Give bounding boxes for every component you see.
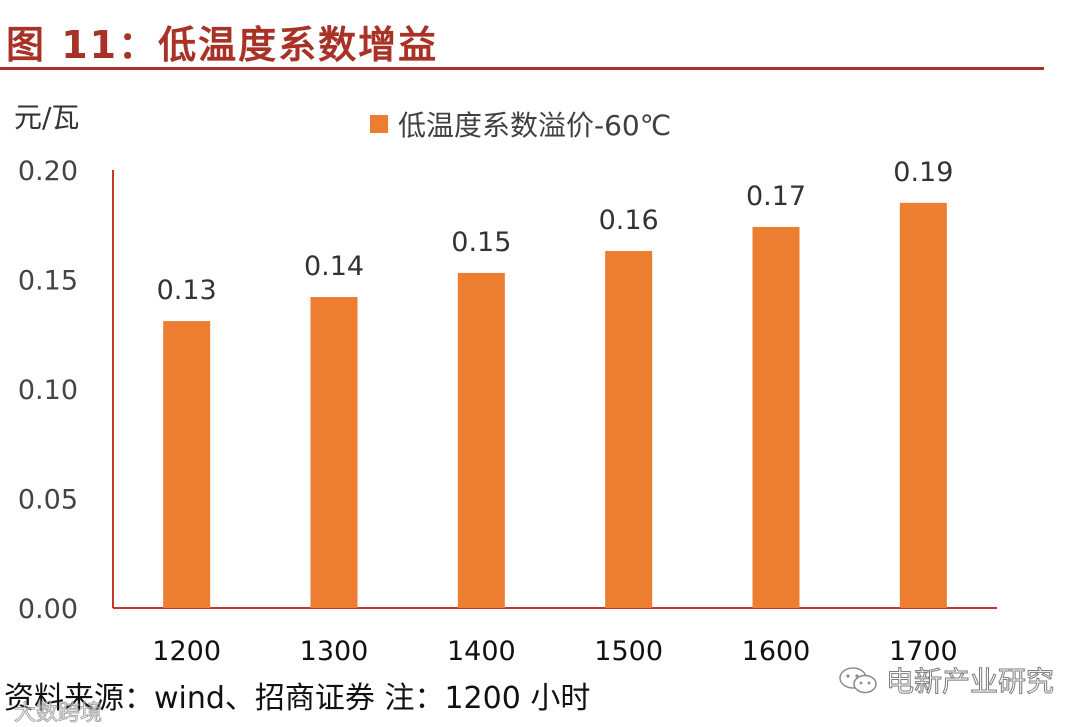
y-tick-label: 0.10 bbox=[18, 375, 78, 406]
bottom-watermark-text: 大数跨境 bbox=[13, 701, 103, 727]
data-label: 0.14 bbox=[304, 251, 364, 282]
y-tick-label: 0.05 bbox=[18, 485, 78, 516]
source-note: 资料来源：wind、招商证券 注：1200 小时 bbox=[4, 681, 591, 716]
figure-title: 图 11：低温度系数增益 bbox=[6, 23, 439, 67]
data-label: 0.16 bbox=[599, 205, 659, 236]
y-axis-unit-label: 元/瓦 bbox=[14, 101, 80, 134]
watermark: 电新产业研究 bbox=[838, 660, 1055, 700]
bar bbox=[752, 226, 800, 608]
data-label: 0.15 bbox=[451, 227, 511, 258]
x-tick-label: 1500 bbox=[594, 636, 663, 667]
wechat-icon bbox=[839, 667, 877, 694]
chart-legend: 低温度系数溢价-60℃ bbox=[370, 104, 671, 144]
watermark-text: 电新产业研究 bbox=[885, 665, 1055, 699]
data-label: 0.19 bbox=[893, 157, 953, 188]
y-tick-label: 0.15 bbox=[18, 266, 78, 297]
bar bbox=[605, 251, 653, 608]
bar bbox=[899, 202, 947, 608]
title-divider bbox=[0, 67, 1044, 70]
bar bbox=[163, 321, 211, 608]
x-tick-label: 1400 bbox=[447, 636, 516, 667]
bottom-watermark: 大数跨境 bbox=[13, 695, 103, 727]
legend-swatch bbox=[370, 115, 388, 133]
x-tick-label: 1300 bbox=[300, 636, 369, 667]
data-label: 0.13 bbox=[157, 275, 217, 306]
bar bbox=[457, 272, 505, 608]
y-tick-label: 0.00 bbox=[18, 594, 78, 625]
x-tick-label: 1600 bbox=[742, 636, 811, 667]
data-label: 0.17 bbox=[746, 181, 806, 212]
legend-label: 低温度系数溢价-60℃ bbox=[398, 109, 672, 142]
y-tick-label: 0.20 bbox=[18, 156, 78, 187]
bar bbox=[310, 297, 358, 608]
x-tick-label: 1200 bbox=[152, 636, 221, 667]
x-tick-label: 1700 bbox=[889, 636, 958, 667]
